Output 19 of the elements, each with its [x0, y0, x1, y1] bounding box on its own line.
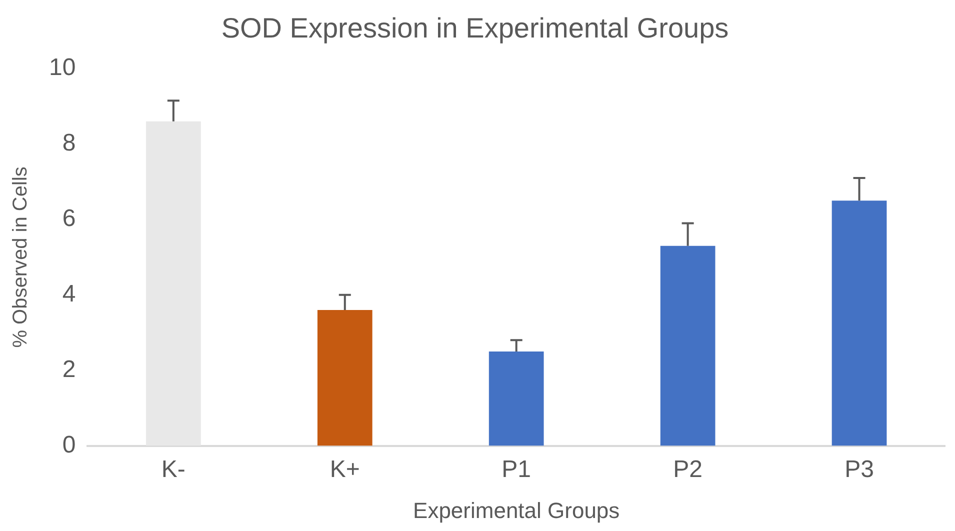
bar: [488, 352, 544, 446]
chart-title: SOD Expression in Experimental Groups: [221, 12, 729, 44]
x-tick-label: K+: [330, 456, 360, 483]
bar: [832, 200, 887, 446]
x-tick-label: P2: [673, 456, 702, 483]
x-tick-label: P3: [844, 456, 874, 483]
y-tick-label: 2: [62, 356, 76, 383]
bar: [146, 121, 201, 446]
bar: [660, 246, 716, 446]
x-tick-label: K-: [161, 456, 186, 483]
y-axis-title: % Observed in Cells: [10, 166, 32, 348]
y-tick-label: 4: [62, 280, 76, 308]
x-axis-title: Experimental Groups: [413, 498, 620, 523]
y-tick-label: 10: [48, 54, 76, 82]
y-tick-label: 8: [62, 130, 76, 157]
x-tick-label: P1: [502, 456, 532, 483]
y-tick-label: 6: [62, 205, 76, 232]
y-tick-label: 0: [62, 431, 76, 458]
bar: [317, 310, 372, 446]
